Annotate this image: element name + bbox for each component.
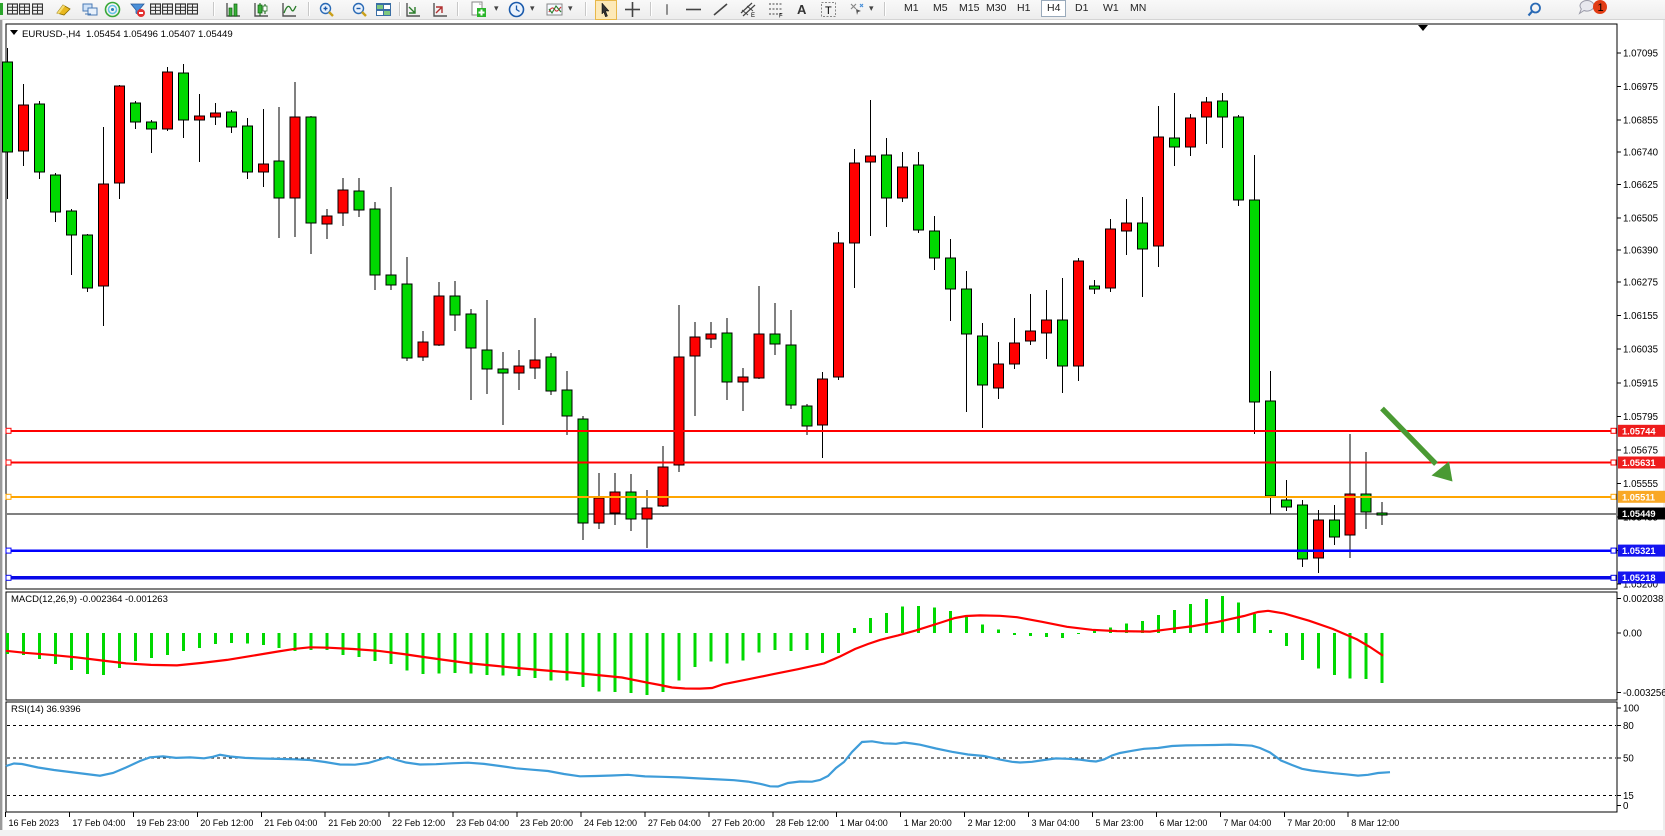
svg-text:5 Mar 23:00: 5 Mar 23:00 [1096, 818, 1144, 828]
svg-text:1.07095: 1.07095 [1623, 49, 1658, 60]
svg-text:20 Feb 12:00: 20 Feb 12:00 [200, 818, 253, 828]
svg-text:28 Feb 12:00: 28 Feb 12:00 [776, 818, 829, 828]
svg-text:0.00: 0.00 [1623, 629, 1642, 640]
svg-text:1.06155: 1.06155 [1623, 311, 1658, 322]
svg-text:1.05218: 1.05218 [1622, 573, 1656, 583]
svg-text:MACD(12,26,9) -0.002364 -0.001: MACD(12,26,9) -0.002364 -0.001263 [11, 594, 168, 605]
svg-text:23 Feb 04:00: 23 Feb 04:00 [456, 818, 509, 828]
svg-text:23 Feb 20:00: 23 Feb 20:00 [520, 818, 573, 828]
svg-text:1.06035: 1.06035 [1623, 345, 1658, 356]
svg-text:RSI(14) 36.9396: RSI(14) 36.9396 [11, 704, 81, 715]
svg-text:24 Feb 12:00: 24 Feb 12:00 [584, 818, 637, 828]
svg-text:22 Feb 12:00: 22 Feb 12:00 [392, 818, 445, 828]
svg-text:1 Mar 20:00: 1 Mar 20:00 [904, 818, 952, 828]
svg-text:1.06390: 1.06390 [1623, 246, 1659, 257]
svg-text:1.05744: 1.05744 [1622, 426, 1656, 436]
svg-text:7 Mar 04:00: 7 Mar 04:00 [1223, 818, 1271, 828]
svg-text:E: E [751, 13, 755, 18]
svg-text:1.06505: 1.06505 [1623, 214, 1658, 225]
svg-text:1: 1 [1598, 2, 1604, 14]
svg-text:1.05449: 1.05449 [1622, 509, 1656, 519]
svg-text:27 Feb 20:00: 27 Feb 20:00 [712, 818, 765, 828]
svg-text:1.05631: 1.05631 [1622, 458, 1656, 468]
svg-text:50: 50 [1623, 754, 1634, 765]
svg-text:3 Mar 04:00: 3 Mar 04:00 [1032, 818, 1080, 828]
svg-text:1.06975: 1.06975 [1623, 82, 1658, 93]
svg-text:1.05555: 1.05555 [1623, 479, 1658, 490]
svg-text:1.05200: 1.05200 [1623, 580, 1659, 591]
svg-text:27 Feb 04:00: 27 Feb 04:00 [648, 818, 701, 828]
svg-text:2 Mar 12:00: 2 Mar 12:00 [968, 818, 1016, 828]
svg-text:1.06740: 1.06740 [1623, 148, 1659, 159]
svg-text:1.05915: 1.05915 [1623, 379, 1658, 390]
svg-text:16 Feb 2023: 16 Feb 2023 [9, 818, 60, 828]
svg-text:EURUSD-,H4 1.05454 1.05496 1.: EURUSD-,H4 1.05454 1.05496 1.05407 1.054… [22, 29, 233, 40]
svg-text:21 Feb 04:00: 21 Feb 04:00 [264, 818, 317, 828]
svg-text:1.06275: 1.06275 [1623, 278, 1658, 289]
svg-text:1.05795: 1.05795 [1623, 412, 1658, 423]
svg-text:80: 80 [1623, 721, 1634, 732]
svg-text:6 Mar 12:00: 6 Mar 12:00 [1159, 818, 1207, 828]
svg-text:21 Feb 20:00: 21 Feb 20:00 [328, 818, 381, 828]
svg-text:8 Mar 12:00: 8 Mar 12:00 [1351, 818, 1399, 828]
svg-text:1.05511: 1.05511 [1622, 492, 1655, 502]
svg-text:-0.003256: -0.003256 [1623, 688, 1665, 699]
svg-text:1 Mar 04:00: 1 Mar 04:00 [840, 818, 888, 828]
svg-text:100: 100 [1623, 704, 1640, 715]
svg-text:T: T [825, 5, 832, 17]
svg-text:0.002038: 0.002038 [1623, 594, 1663, 605]
svg-text:19 Feb 23:00: 19 Feb 23:00 [136, 818, 189, 828]
svg-text:1.05321: 1.05321 [1622, 546, 1656, 556]
svg-text:0: 0 [1623, 801, 1629, 812]
svg-text:F: F [779, 14, 783, 19]
svg-text:17 Feb 04:00: 17 Feb 04:00 [72, 818, 125, 828]
svg-text:1.06625: 1.06625 [1623, 180, 1658, 191]
svg-text:1.06855: 1.06855 [1623, 116, 1658, 127]
svg-text:15: 15 [1623, 791, 1634, 802]
svg-text:1.05675: 1.05675 [1623, 446, 1658, 457]
svg-text:7 Mar 20:00: 7 Mar 20:00 [1287, 818, 1335, 828]
